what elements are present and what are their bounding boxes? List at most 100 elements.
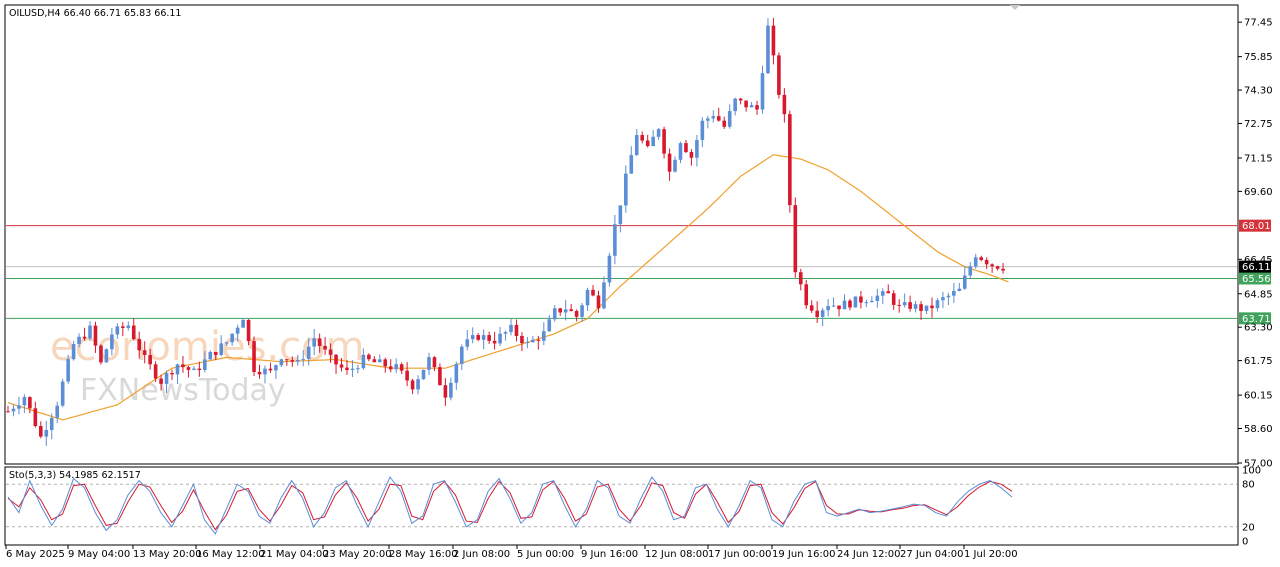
price-axis[interactable]: 77.45 75.85 74.30 72.75 71.15 69.60 66.45 64.85… — [1238, 18, 1273, 470]
candle — [602, 276, 606, 310]
candle — [246, 319, 251, 345]
candle — [820, 307, 825, 327]
candle-body — [919, 304, 923, 311]
candle-body — [93, 325, 98, 346]
candle — [952, 282, 956, 303]
candle-body — [968, 266, 973, 276]
candle — [1001, 263, 1005, 274]
candle-body — [88, 325, 92, 339]
candle-body — [175, 364, 180, 375]
candle-body — [470, 335, 475, 340]
candle-body — [727, 111, 732, 127]
candle-body — [290, 359, 295, 362]
candle — [208, 350, 213, 360]
candle-body — [531, 339, 535, 343]
candle-body — [192, 368, 196, 370]
candle-body — [33, 408, 38, 427]
candle-body — [328, 349, 333, 355]
candle-body — [317, 338, 322, 346]
candle-body — [706, 118, 710, 121]
candle — [618, 205, 623, 233]
candle — [22, 394, 27, 413]
x-tick-label: 27 Jun 04:00 — [900, 549, 964, 560]
moving-average — [7, 154, 1009, 421]
candle — [39, 421, 43, 439]
candle-body — [962, 275, 967, 289]
candle — [727, 104, 732, 129]
candle-body — [410, 380, 415, 390]
candle-body — [186, 367, 191, 370]
candle — [624, 165, 628, 213]
candle — [77, 333, 81, 348]
candle — [919, 301, 923, 320]
level-badge-label: 63.71 — [1242, 314, 1271, 325]
candle-body — [558, 308, 563, 313]
candle — [558, 307, 563, 316]
candle-body — [388, 366, 393, 370]
candle-body — [246, 319, 251, 342]
candle-body — [110, 334, 114, 350]
candle — [525, 336, 530, 349]
x-tick-label: 6 May 2025 — [6, 549, 65, 560]
candle — [367, 353, 371, 362]
candle-body — [815, 310, 819, 317]
candle-body — [372, 359, 377, 363]
last-price-label: 66.11 — [1242, 262, 1271, 273]
candle — [853, 296, 858, 308]
candle — [219, 335, 224, 357]
candle-body — [809, 305, 814, 311]
candle — [733, 97, 737, 116]
candle-body — [536, 339, 541, 341]
shift-marker-icon[interactable] — [1010, 5, 1020, 10]
candle-body — [695, 140, 699, 158]
candle-body — [71, 343, 76, 360]
candle — [476, 333, 480, 342]
candle — [990, 263, 994, 273]
candle-body — [585, 289, 590, 306]
candle — [935, 298, 940, 312]
candle — [645, 134, 650, 148]
candle — [153, 361, 158, 382]
candle — [88, 321, 92, 341]
candle — [257, 364, 262, 379]
candle-body — [902, 302, 907, 306]
candle — [891, 290, 896, 310]
candle — [416, 375, 420, 395]
candle — [224, 341, 229, 347]
candle — [459, 344, 464, 370]
candle-body — [148, 354, 152, 365]
horizontal-levels: 68.01 65.56 63.71 66.11 — [6, 219, 1271, 325]
candle — [913, 300, 918, 313]
y-tick-label: 63.30 — [1244, 323, 1273, 334]
y-tick-label: 72.75 — [1244, 119, 1273, 130]
candle — [383, 357, 388, 373]
candle — [826, 298, 830, 317]
candle — [848, 298, 852, 311]
candle — [749, 102, 754, 108]
candle — [44, 420, 49, 446]
candle — [213, 351, 218, 361]
candle — [563, 299, 568, 321]
candle-body — [837, 305, 841, 310]
candle-body — [547, 319, 552, 332]
candle-body — [77, 336, 81, 344]
candle — [301, 350, 306, 367]
x-tick-label: 1 Jul 20:00 — [964, 549, 1018, 560]
candle-body — [55, 405, 60, 418]
candle-body — [678, 143, 683, 160]
candle — [711, 110, 716, 123]
candle-body — [897, 304, 901, 306]
candle — [126, 321, 131, 331]
candle — [995, 265, 1000, 271]
candle-body — [383, 359, 388, 367]
candle-body — [744, 100, 748, 108]
x-tick-label: 23 May 20:00 — [323, 549, 392, 560]
candle-body — [476, 335, 480, 340]
y-tick-label: 69.60 — [1244, 187, 1273, 198]
candle — [673, 156, 677, 173]
candle — [394, 358, 398, 374]
candle — [432, 356, 437, 372]
candle-body — [957, 288, 962, 291]
